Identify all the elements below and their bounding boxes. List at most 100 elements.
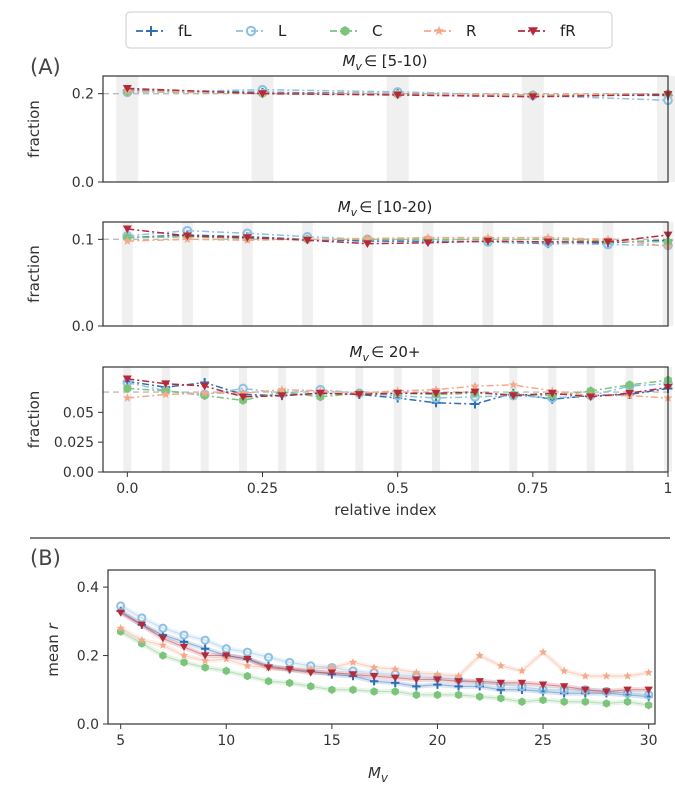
point-B-R-4 — [200, 656, 210, 665]
point-B-C-10 — [328, 685, 336, 694]
point-B-R-6 — [243, 661, 252, 670]
legend-label-fL: fL — [178, 22, 192, 40]
point-A2-fR-6 — [483, 237, 493, 246]
xtick-label-A3-2: 0.5 — [387, 481, 409, 497]
xtick-label-A3-0: 0.0 — [116, 481, 138, 497]
point-A3-fR-10 — [508, 392, 518, 400]
panel-a1-title-sub: v — [355, 60, 362, 73]
point-A3-R-9 — [470, 381, 480, 390]
point-B-C-4 — [201, 663, 209, 672]
legend-marker-fL — [146, 26, 156, 36]
point-B-fR-5 — [222, 652, 231, 660]
band-A3-6 — [355, 367, 364, 472]
point-B-R-18 — [496, 661, 506, 670]
point-B-R-17 — [475, 651, 484, 660]
point-A2-fR-2 — [242, 234, 252, 242]
panel-a2-title-sub: v — [351, 206, 358, 219]
band-A3-3 — [239, 367, 248, 472]
point-A3-fR-2 — [200, 382, 210, 391]
series-line-A2-fR — [127, 228, 669, 245]
point-B-fR-14 — [412, 676, 421, 684]
panel-b-ylabel-text: mean — [44, 629, 62, 676]
point-B-C-17 — [476, 692, 484, 701]
point-B-fR-23 — [602, 688, 611, 696]
ytick-label-A3-1: 0.025 — [54, 435, 94, 451]
point-B-C-13 — [391, 687, 399, 696]
point-B-R-0 — [116, 623, 125, 632]
point-B-R-3 — [179, 651, 189, 660]
point-A2-R-6 — [483, 232, 493, 242]
ytick-label-A3-2: 0.05 — [63, 405, 94, 421]
point-A3-fR-0 — [122, 375, 132, 384]
ytick-label-B-0: 0.0 — [77, 717, 99, 733]
point-A3-R-8 — [431, 384, 441, 394]
point-A2-fR-5 — [423, 239, 433, 248]
point-B-R-21 — [559, 666, 569, 675]
point-B-C-5 — [222, 666, 230, 676]
point-A3-C-13 — [625, 380, 634, 390]
axes-frame-B — [107, 569, 656, 725]
band-A2-2 — [241, 222, 253, 326]
band-A3-5 — [316, 367, 325, 472]
ytick-label-A1-1: 0.2 — [72, 87, 94, 103]
point-B-fL-14 — [412, 682, 421, 691]
point-B-C-6 — [243, 671, 252, 681]
point-B-C-25 — [645, 700, 653, 710]
xtick-label-B-2: 15 — [323, 733, 341, 749]
band-A2-8 — [602, 222, 614, 326]
point-B-C-9 — [307, 682, 315, 691]
point-A3-fR-6 — [354, 391, 364, 399]
band-A2-1 — [181, 222, 193, 326]
xtick-label-B-3: 20 — [429, 733, 447, 749]
point-B-fR-8 — [285, 666, 294, 674]
axes-frame-A2 — [102, 221, 669, 327]
point-A3-R-10 — [508, 380, 518, 389]
ylabel-A3: fraction — [25, 391, 43, 449]
point-B-L-5 — [221, 644, 231, 654]
point-B-fR-16 — [454, 678, 463, 686]
point-A3-fR-11 — [547, 389, 557, 398]
point-A3-fR-3 — [238, 393, 248, 402]
point-B-C-12 — [370, 687, 378, 696]
panel-A1: 0.0 0.2 fraction — [25, 75, 675, 191]
ytick-label-B-1: 0.2 — [77, 649, 99, 665]
band-A1-0 — [116, 76, 139, 182]
panel-a3-title: Mv ∈ 20+ — [350, 343, 421, 364]
point-B-fR-11 — [348, 671, 358, 679]
point-A3-C-0 — [123, 383, 132, 393]
panel-A3: 0.00 0.025 0.05 0.0 0.25 0.5 0.75 1 fraction rela… — [25, 366, 673, 519]
point-B-fR-1 — [137, 621, 146, 629]
point-A2-R-5 — [423, 232, 433, 242]
point-A2-fR-3 — [302, 236, 312, 245]
point-A3-fR-12 — [586, 393, 596, 402]
point-A2-fR-0 — [122, 225, 132, 234]
xlabel-A3: relative index — [334, 501, 437, 519]
band-A3-9 — [470, 367, 479, 472]
point-B-R-24 — [623, 671, 632, 680]
panel-A2: 0.0 0.1 fraction — [25, 221, 674, 335]
legend-marker-R — [434, 25, 444, 36]
band-A1-1 — [251, 76, 274, 182]
point-B-L-3 — [179, 630, 189, 640]
point-A3-R-3 — [238, 388, 248, 398]
ytick-label-A2-1: 0.1 — [72, 232, 94, 248]
band-A1-3 — [521, 76, 544, 182]
point-B-R-22 — [581, 671, 590, 680]
point-A3-R-2 — [200, 388, 210, 398]
band-A3-7 — [393, 367, 402, 472]
legend-label-R: R — [466, 22, 476, 40]
panel-a3-title-var: M — [350, 343, 363, 361]
ytick-label-A2-0: 0.0 — [72, 319, 94, 335]
ylabel-A2: fraction — [25, 245, 43, 303]
point-B-fR-24 — [623, 686, 632, 694]
point-B-fR-17 — [475, 678, 484, 686]
panel-a2-title-var: M — [338, 198, 351, 216]
point-A2-fR-8 — [603, 238, 613, 247]
point-B-C-24 — [623, 697, 632, 706]
point-B-fR-18 — [496, 679, 506, 687]
band-A2-0 — [121, 222, 133, 326]
band-A2-3 — [301, 222, 313, 326]
band-A2-7 — [542, 222, 554, 326]
